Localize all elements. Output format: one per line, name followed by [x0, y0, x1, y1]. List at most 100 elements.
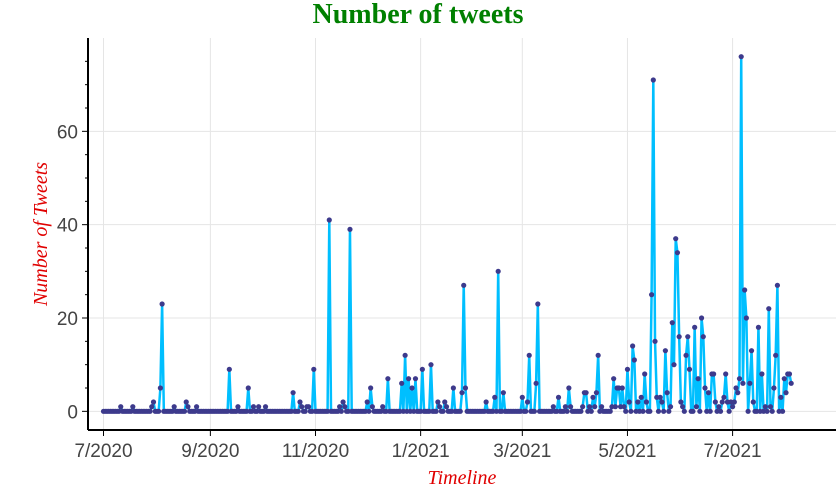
data-point — [483, 399, 489, 405]
data-point — [150, 399, 157, 405]
data-point — [405, 376, 412, 382]
data-point — [738, 54, 744, 60]
y-tick-label: 20 — [57, 309, 78, 330]
data-point — [580, 404, 586, 410]
data-point — [368, 385, 374, 391]
series-line — [103, 55, 793, 413]
data-point — [700, 334, 706, 340]
data-point — [562, 404, 569, 410]
data-point — [531, 408, 537, 414]
x-axis-label: Timeline — [428, 467, 497, 489]
data-point — [461, 282, 467, 288]
data-point — [409, 385, 415, 391]
data-point — [340, 399, 346, 405]
data-point — [764, 408, 770, 414]
data-point — [171, 404, 177, 410]
data-point — [698, 315, 705, 321]
data-point — [626, 399, 632, 405]
data-point — [673, 236, 679, 242]
data-point — [533, 380, 539, 386]
data-point — [766, 306, 772, 312]
data-point — [428, 362, 434, 368]
data-point — [566, 385, 572, 391]
data-point — [385, 376, 391, 382]
data-point — [612, 404, 618, 410]
data-point — [778, 394, 784, 400]
data-point — [711, 371, 717, 377]
data-point — [655, 408, 662, 414]
data-point — [681, 408, 687, 414]
data-point — [433, 408, 439, 414]
y-tick-label: 40 — [57, 216, 78, 237]
data-point — [156, 408, 162, 414]
data-point — [690, 408, 696, 414]
data-point — [686, 366, 693, 372]
data-point — [729, 404, 736, 410]
data-point — [347, 226, 353, 232]
data-point — [586, 404, 593, 410]
data-point — [450, 385, 456, 391]
data-point — [674, 250, 681, 256]
data-point — [338, 408, 344, 414]
data-point — [786, 371, 793, 377]
data-point — [297, 399, 303, 405]
data-point — [683, 352, 689, 358]
data-point — [642, 371, 648, 377]
data-point — [595, 352, 601, 358]
data-point — [519, 394, 525, 400]
data-point — [652, 338, 658, 344]
data-point — [193, 404, 200, 410]
data-point — [592, 404, 598, 410]
data-point — [719, 399, 725, 405]
data-point — [342, 404, 348, 410]
data-point — [676, 334, 682, 340]
data-point — [628, 408, 634, 414]
data-point — [735, 390, 741, 396]
data-point — [771, 385, 777, 391]
data-point — [717, 408, 724, 414]
data-point — [366, 408, 372, 414]
data-point — [661, 408, 667, 414]
data-point — [648, 292, 655, 298]
data-point — [740, 380, 746, 386]
data-point — [685, 334, 691, 340]
data-point — [712, 399, 718, 405]
data-point — [326, 217, 332, 223]
y-axis-label: Number of Tweets — [30, 162, 52, 307]
data-point — [588, 408, 594, 414]
data-point — [550, 404, 556, 410]
data-point — [149, 404, 155, 410]
data-point — [783, 390, 789, 396]
data-point — [643, 399, 650, 405]
data-point — [693, 404, 700, 410]
data-point — [492, 394, 498, 400]
data-point — [723, 371, 729, 377]
data-point — [680, 404, 686, 410]
data-point — [306, 404, 312, 410]
x-tick-label: 7/2020 — [74, 441, 132, 462]
data-point — [524, 399, 531, 405]
data-point — [773, 352, 779, 358]
x-tick-label: 7/2021 — [704, 441, 762, 462]
data-point — [185, 404, 191, 410]
data-point — [159, 301, 165, 307]
data-point — [635, 399, 641, 405]
data-point — [495, 268, 501, 274]
data-point — [435, 399, 441, 405]
data-point — [742, 287, 748, 293]
data-point — [731, 399, 737, 405]
data-point — [564, 408, 570, 414]
data-point — [669, 320, 675, 326]
data-point — [555, 394, 562, 400]
data-point — [462, 385, 469, 391]
data-point — [745, 408, 751, 414]
data-point — [638, 394, 644, 400]
data-point — [250, 404, 257, 410]
data-point — [733, 385, 739, 391]
x-tick-label: 11/2020 — [282, 441, 349, 462]
data-point — [535, 301, 541, 307]
data-point — [402, 352, 408, 358]
data-point — [762, 404, 768, 410]
data-point — [226, 366, 232, 372]
data-point — [295, 408, 301, 414]
